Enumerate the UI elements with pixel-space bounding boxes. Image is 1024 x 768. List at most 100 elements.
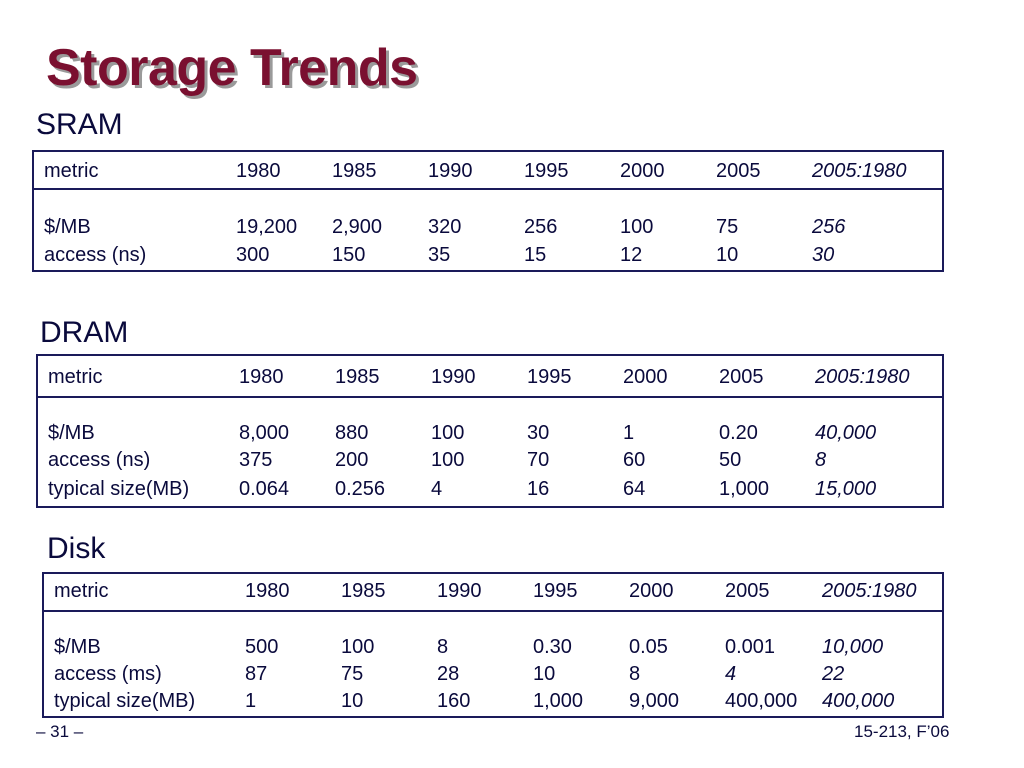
table-cell: 19,200 <box>236 216 298 238</box>
header-cell-ratio: 2005:1980 <box>815 366 910 388</box>
sram-table: metric 1980 1985 1990 1995 2000 2005 200… <box>32 150 944 272</box>
ratio-cell: 256 <box>812 216 846 238</box>
table-cell: 2,900 <box>332 216 383 238</box>
ratio-cell: 15,000 <box>815 478 877 500</box>
table-cell: 50 <box>719 449 742 471</box>
header-cell-ratio: 2005:1980 <box>812 160 907 182</box>
table-cell: 150 <box>332 244 366 266</box>
table-cell: 1,000 <box>719 478 770 500</box>
header-cell-1980: 1980 <box>245 580 290 602</box>
row-label: $/MB <box>48 422 95 444</box>
table-cell: 0.30 <box>533 636 572 658</box>
table-cell: 100 <box>620 216 654 238</box>
header-cell-2000: 2000 <box>629 580 674 602</box>
header-cell-2000: 2000 <box>623 366 668 388</box>
table-cell: 100 <box>431 422 465 444</box>
header-cell-1985: 1985 <box>341 580 386 602</box>
ratio-cell: 10,000 <box>822 636 884 658</box>
header-cell-1985: 1985 <box>332 160 377 182</box>
table-cell: 75 <box>716 216 739 238</box>
table-cell: 320 <box>428 216 462 238</box>
table-cell: 0.064 <box>239 478 290 500</box>
header-cell-2000: 2000 <box>620 160 665 182</box>
row-label: $/MB <box>54 636 101 658</box>
header-cell-1990: 1990 <box>428 160 473 182</box>
table-cell: 87 <box>245 663 268 685</box>
ratio-cell: 22 <box>822 663 845 685</box>
table-cell: 100 <box>341 636 375 658</box>
header-cell-1980: 1980 <box>239 366 284 388</box>
row-label: $/MB <box>44 216 91 238</box>
header-cell-2005: 2005 <box>719 366 764 388</box>
table-cell: 10 <box>533 663 556 685</box>
table-cell: 300 <box>236 244 270 266</box>
header-cell-metric: metric <box>54 580 109 602</box>
header-cell-2005: 2005 <box>716 160 761 182</box>
row-label: typical size(MB) <box>48 478 190 500</box>
table-cell: 30 <box>527 422 550 444</box>
header-cell-metric: metric <box>48 366 103 388</box>
header-cell-1980: 1980 <box>236 160 281 182</box>
section-label-disk: Disk <box>47 532 106 565</box>
page-number: – 31 – <box>36 722 84 741</box>
ratio-cell: 400,000 <box>822 690 895 712</box>
table-cell: 8 <box>629 663 641 685</box>
header-cell-metric: metric <box>44 160 99 182</box>
header-cell-1995: 1995 <box>527 366 572 388</box>
table-cell: 10 <box>716 244 739 266</box>
table-cell: 4 <box>431 478 443 500</box>
ratio-cell-2005: 4 <box>725 663 737 685</box>
header-cell-1990: 1990 <box>437 580 482 602</box>
table-cell: 35 <box>428 244 451 266</box>
table-cell: 8 <box>437 636 449 658</box>
table-cell: 9,000 <box>629 690 680 712</box>
table-cell: 64 <box>623 478 646 500</box>
table-header-row: metric 1980 1985 1990 1995 2000 2005 200… <box>34 152 942 190</box>
table-cell: 0.256 <box>335 478 386 500</box>
table-cell: 10 <box>341 690 364 712</box>
dram-table: metric 1980 1985 1990 1995 2000 2005 200… <box>36 354 944 508</box>
table-cell: 256 <box>524 216 558 238</box>
header-cell-1985: 1985 <box>335 366 380 388</box>
table-cell: 1,000 <box>533 690 584 712</box>
header-cell-2005: 2005 <box>725 580 770 602</box>
table-cell: 15 <box>524 244 547 266</box>
table-cell: 75 <box>341 663 364 685</box>
table-cell: 16 <box>527 478 550 500</box>
table-header-row: metric 1980 1985 1990 1995 2000 2005 200… <box>38 356 942 398</box>
table-cell: 60 <box>623 449 646 471</box>
table-cell: 400,000 <box>725 690 798 712</box>
row-label: typical size(MB) <box>54 690 196 712</box>
table-cell: 0.20 <box>719 422 758 444</box>
table-cell: 200 <box>335 449 369 471</box>
slide-title: Storage Trends <box>46 39 418 97</box>
table-cell: 880 <box>335 422 369 444</box>
row-label: access (ms) <box>54 663 162 685</box>
table-cell: 1 <box>623 422 635 444</box>
table-cell: 12 <box>620 244 643 266</box>
ratio-cell: 40,000 <box>815 422 877 444</box>
row-label: access (ns) <box>48 449 151 471</box>
table-cell: 100 <box>431 449 465 471</box>
course-label: 15-213, F’06 <box>854 722 950 741</box>
table-cell: 1 <box>245 690 257 712</box>
table-cell: 0.05 <box>629 636 668 658</box>
table-cell: 0.001 <box>725 636 776 658</box>
table-cell: 28 <box>437 663 460 685</box>
table-cell: 500 <box>245 636 279 658</box>
section-label-sram: SRAM <box>36 108 123 141</box>
table-cell: 8,000 <box>239 422 290 444</box>
table-cell: 70 <box>527 449 550 471</box>
header-cell-1995: 1995 <box>524 160 569 182</box>
section-label-dram: DRAM <box>40 316 129 349</box>
table-cell: 375 <box>239 449 273 471</box>
header-cell-ratio: 2005:1980 <box>822 580 917 602</box>
row-label: access (ns) <box>44 244 147 266</box>
table-cell: 160 <box>437 690 471 712</box>
disk-table: metric 1980 1985 1990 1995 2000 2005 200… <box>42 572 944 718</box>
header-cell-1990: 1990 <box>431 366 476 388</box>
ratio-cell: 8 <box>815 449 827 471</box>
ratio-cell: 30 <box>812 244 835 266</box>
header-cell-1995: 1995 <box>533 580 578 602</box>
table-header-row: metric 1980 1985 1990 1995 2000 2005 200… <box>44 574 942 612</box>
